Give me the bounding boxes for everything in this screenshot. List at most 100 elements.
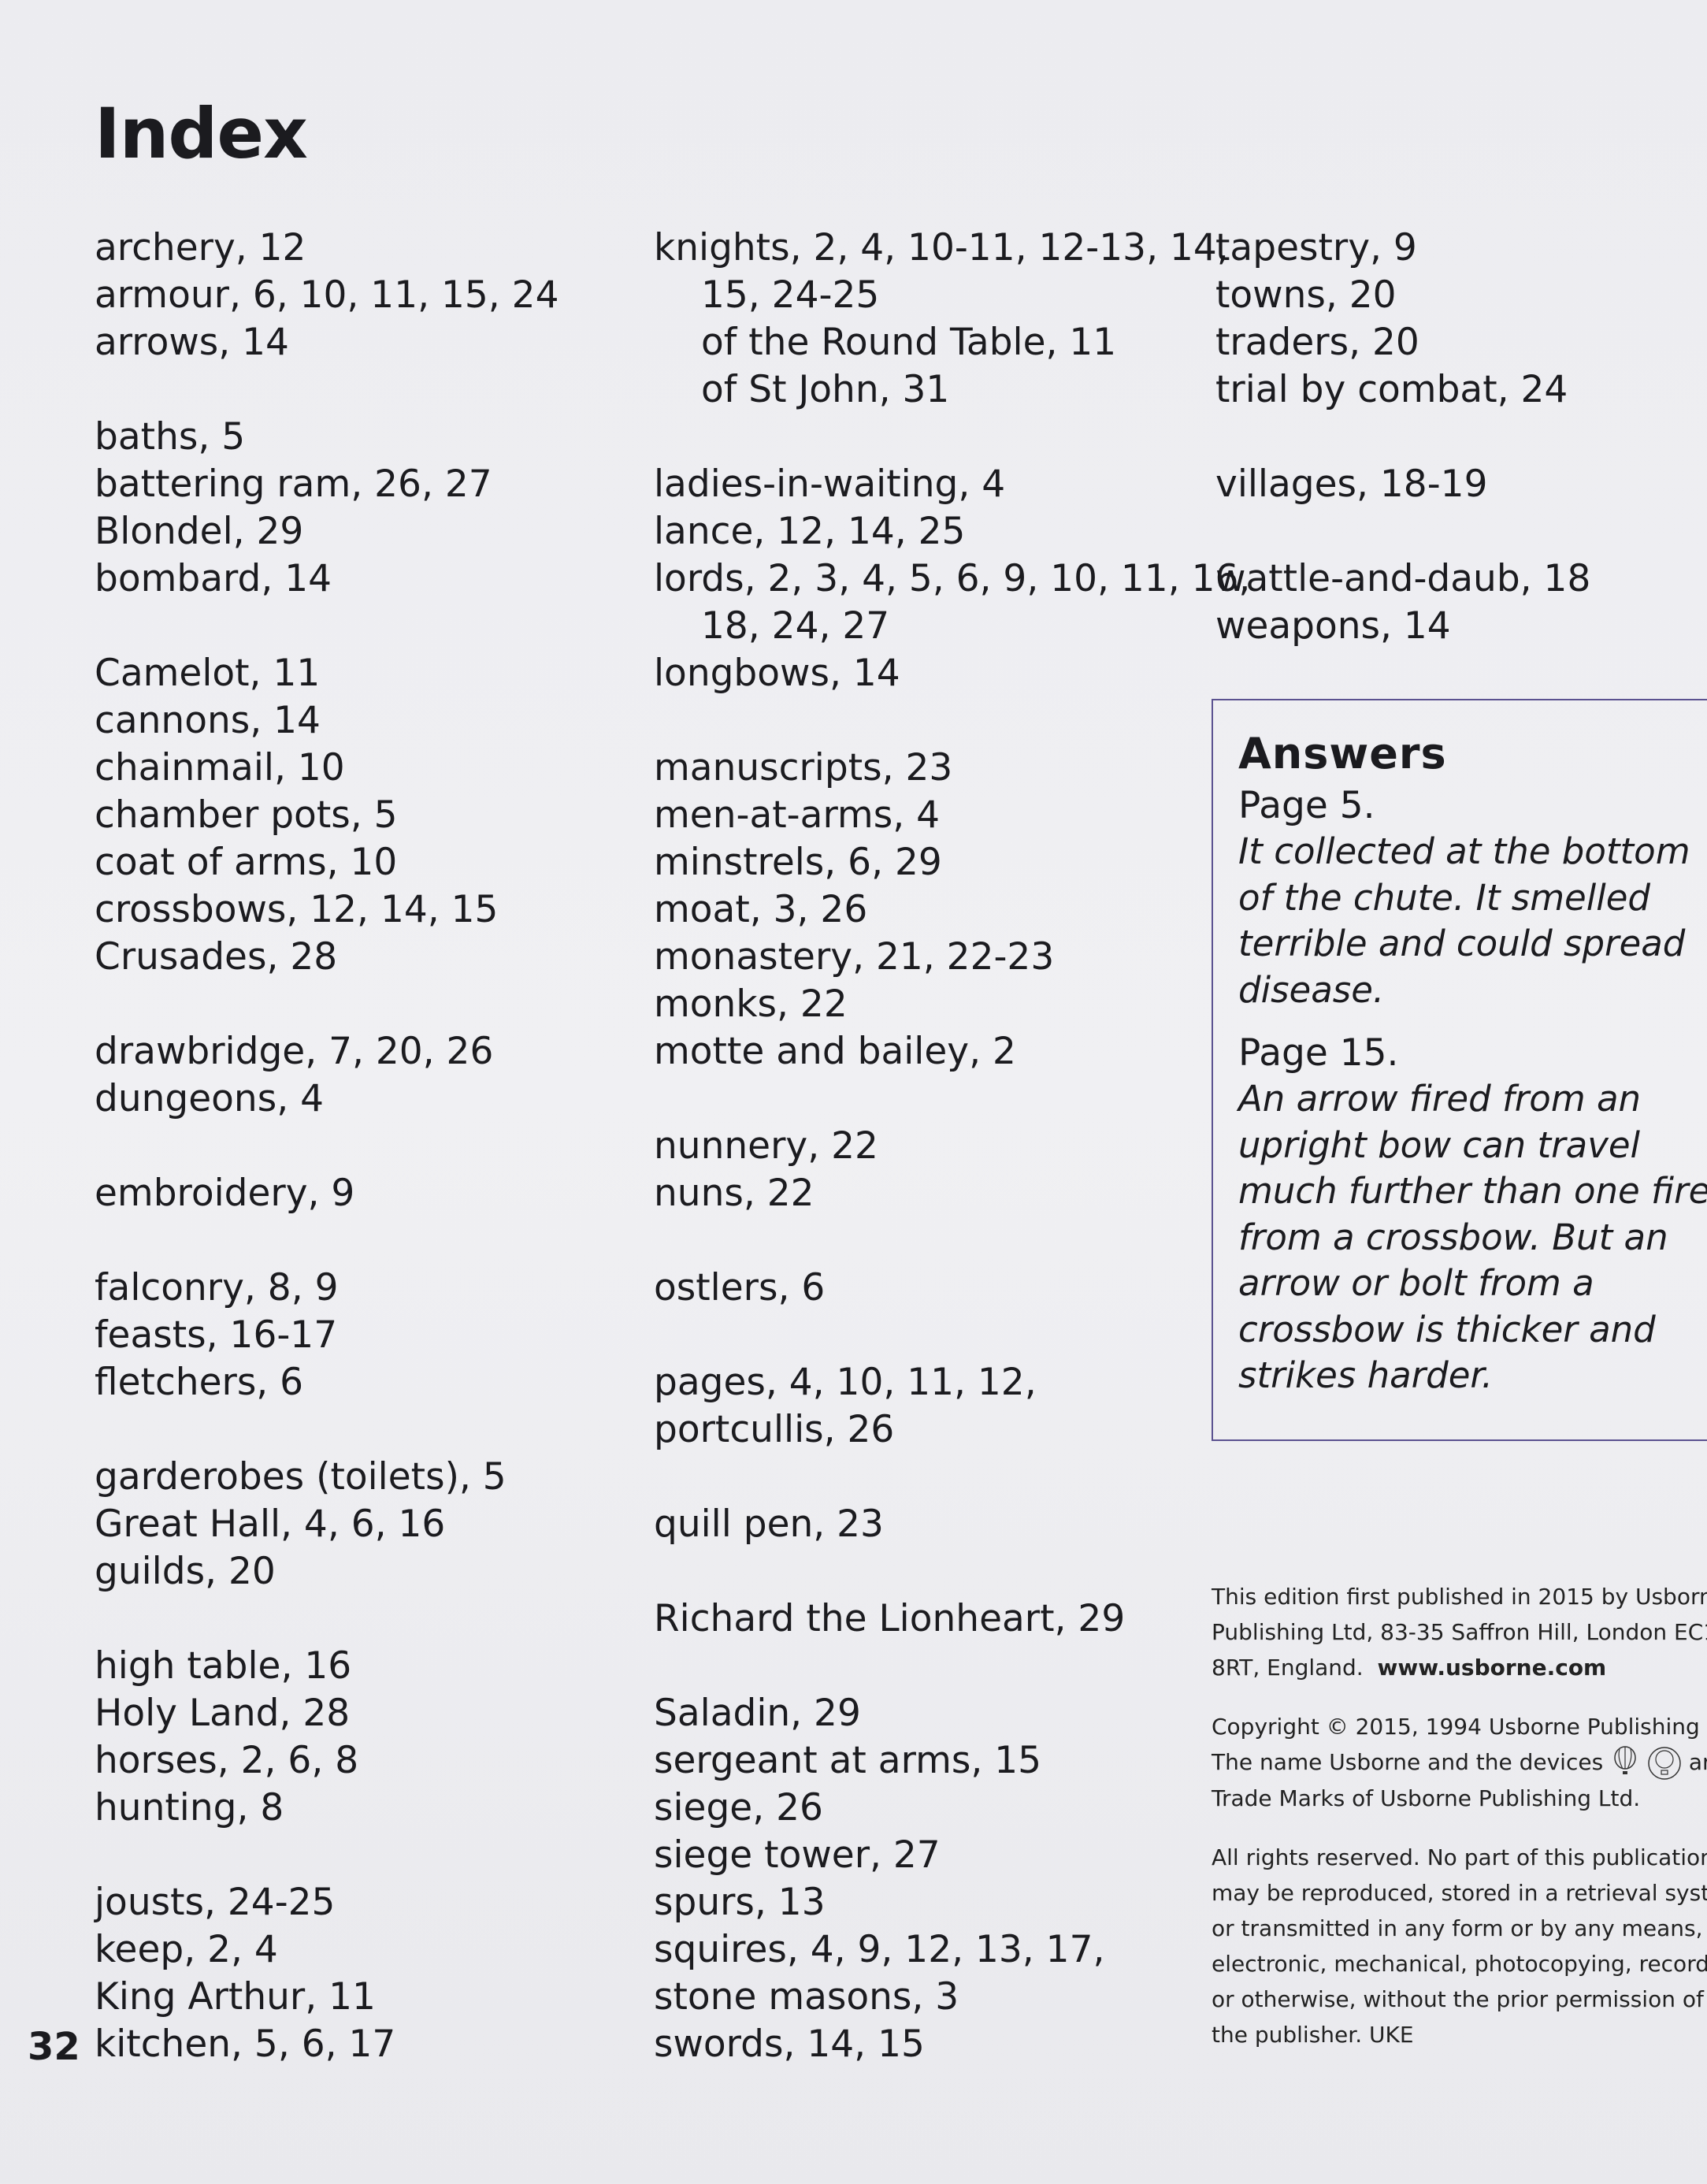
answer-line: upright bow can travel [1238,1124,1641,1166]
imprint-line: or otherwise, without the prior permissi… [1212,1986,1704,2012]
index-gap [95,1123,558,1170]
answer-line: strikes harder. [1238,1354,1494,1396]
index-entry: knights, 2, 4, 10-11, 12-13, 14, [654,226,1229,269]
index-gap [95,603,558,650]
index-entry: monks, 22 [654,982,848,1026]
index-entry: manuscripts, 23 [654,746,953,789]
index-gap [1215,414,1590,461]
index-entry: longbows, 14 [654,652,900,695]
index-entry: Crusades, 28 [95,935,338,979]
imprint-line: Trade Marks of Usborne Publishing Ltd. [1212,1785,1641,1811]
index-gap [95,1595,558,1643]
index-entry: lance, 12, 14, 25 [654,510,966,553]
index-entry: Great Hall, 4, 6, 16 [95,1502,446,1546]
index-entry: pages, 4, 10, 11, 12, [654,1361,1037,1404]
answer-line: much further than one fired [1238,1170,1707,1212]
index-entry: armour, 6, 10, 11, 15, 24 [95,273,559,317]
index-entry: monastery, 21, 22-23 [654,935,1055,979]
index-subentry: 18, 24, 27 [701,604,890,648]
index-entry: weapons, 14 [1215,604,1451,648]
index-gap [654,1643,1250,1690]
index-entry: crossbows, 12, 14, 15 [95,888,499,931]
index-entry: moat, 3, 26 [654,888,868,931]
index-entry: ostlers, 6 [654,1266,826,1309]
index-entry: men-at-arms, 4 [654,793,940,837]
index-entry: wattle-and-daub, 18 [1215,557,1591,600]
index-entry: cannons, 14 [95,699,321,742]
index-entry: stone masons, 3 [654,1975,959,2019]
index-gap [654,1454,1250,1501]
index-gap [95,1832,558,1879]
balloon-logo-icon [1614,1746,1636,1774]
answer-page-label: Page 15. [1238,1031,1399,1075]
index-entry: villages, 18-19 [1215,462,1488,506]
publication-info: This edition first published in 2015 by … [1212,1579,1707,1685]
index-entry: jousts, 24-25 [95,1881,336,1924]
answer-line: of the chute. It smelled [1238,876,1650,919]
index-entry: falconry, 8, 9 [95,1266,339,1309]
page-title: Index [95,93,308,174]
imprint-line: 8RT, England. [1212,1655,1364,1681]
index-entry: guilds, 20 [95,1550,276,1593]
index-gap [654,1548,1250,1595]
index-entry: chamber pots, 5 [95,793,398,837]
index-entry: embroidery, 9 [95,1172,355,1215]
index-entry: coat of arms, 10 [95,841,398,884]
index-gap [654,1312,1250,1359]
index-subentry: of St John, 31 [701,368,950,411]
index-entry: garderobes (toilets), 5 [95,1455,507,1499]
answers-heading: Answers [1238,729,1447,778]
index-entry: siege, 26 [654,1786,823,1829]
index-gap [654,1217,1250,1265]
index-entry: quill pen, 23 [654,1502,884,1546]
index-entry: Holy Land, 28 [95,1692,351,1735]
index-entry: portcullis, 26 [654,1408,895,1451]
index-subentry: 15, 24-25 [701,273,880,317]
index-entry: nunnery, 22 [654,1124,878,1168]
index-entry: squires, 4, 9, 12, 13, 17, [654,1928,1105,1971]
index-entry: hunting, 8 [95,1786,284,1829]
imprint-line: Copyright © 2015, 1994 Usborne Publishin… [1212,1714,1707,1740]
index-gap [654,1075,1250,1123]
imprint-line: or transmitted in any form or by any mea… [1212,1915,1703,1941]
index-entry: minstrels, 6, 29 [654,841,942,884]
imprint-line: may be reproduced, stored in a retrieval… [1212,1880,1707,1906]
rights-info: All rights reserved. No part of this pub… [1212,1840,1707,2052]
index-entry: Blondel, 29 [95,510,304,553]
index-entry: King Arthur, 11 [95,1975,376,2019]
answer-text: It collected at the bottom of the chute. … [1238,829,1707,1013]
balloon-roundel-logo-icon [1648,1747,1681,1780]
index-entry: towns, 20 [1215,273,1397,317]
copyright-info: Copyright © 2015, 1994 Usborne Publishin… [1212,1709,1707,1816]
index-entry: baths, 5 [95,415,246,459]
imprint-line: the publisher. UKE [1212,2022,1414,2048]
page-number: 32 [28,2025,80,2069]
index-entry: keep, 2, 4 [95,1928,278,1971]
answer-line: disease. [1238,968,1385,1011]
answer-line: crossbow is thicker and [1238,1308,1656,1350]
index-entry: ladies-in-waiting, 4 [654,462,1006,506]
index-entry: battering ram, 26, 27 [95,462,492,506]
imprint-line: This edition first published in 2015 by … [1212,1584,1707,1610]
website-link[interactable]: www.usborne.com [1377,1655,1607,1681]
index-entry: tapestry, 9 [1215,226,1417,269]
index-column-1: archery, 12 armour, 6, 10, 11, 15, 24 arro… [95,225,558,2068]
index-gap [95,1217,558,1265]
index-entry: Camelot, 11 [95,652,321,695]
index-entry: dungeons, 4 [95,1077,324,1120]
index-entry: Saladin, 29 [654,1692,861,1735]
index-entry: archery, 12 [95,226,306,269]
index-entry: horses, 2, 6, 8 [95,1739,359,1782]
imprint-line: Publishing Ltd, 83-35 Saffron Hill, Lond… [1212,1619,1707,1645]
index-gap [95,1406,558,1454]
index-entry: spurs, 13 [654,1881,826,1924]
index-entry: bombard, 14 [95,557,332,600]
index-entry: trial by combat, 24 [1215,368,1568,411]
answer-list: Page 5. It collected at the bottom of the … [1238,783,1707,1399]
index-gap [654,414,1250,461]
imprint: This edition first published in 2015 by … [1212,1579,1707,2076]
index-entry: arrows, 14 [95,321,289,364]
index-entry: siege tower, 27 [654,1833,941,1877]
imprint-line: The name Usborne and the devices [1212,1749,1604,1775]
answer-text: An arrow fired from an upright bow can tr… [1238,1076,1707,1399]
